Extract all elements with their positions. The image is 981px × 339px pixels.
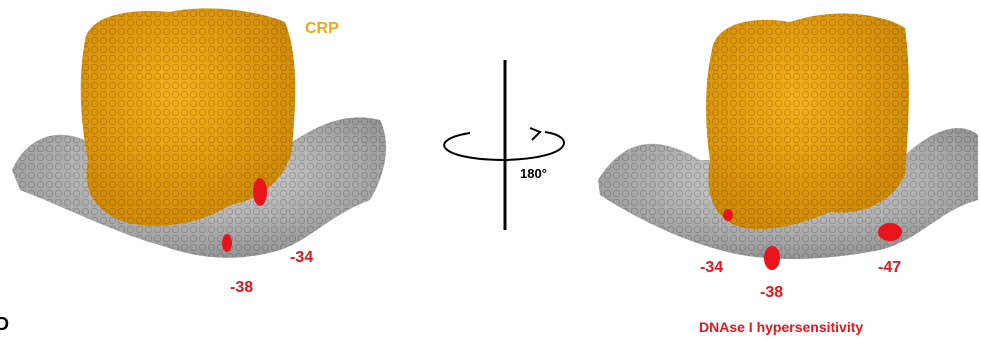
- site: [222, 234, 232, 252]
- rotation-symbol: [444, 60, 564, 230]
- site-label: -34: [700, 259, 723, 276]
- site: [723, 209, 733, 221]
- site: [253, 178, 267, 206]
- left-structure: [12, 8, 386, 257]
- site-label: -38: [230, 279, 253, 296]
- site-label: -34: [290, 249, 313, 266]
- protein-label: CRP: [305, 20, 339, 37]
- panel-letter: D: [0, 314, 9, 334]
- right-structure: [598, 13, 978, 270]
- caption: DNAse I hypersensitivity: [699, 319, 863, 335]
- rotation-label: 180°: [520, 166, 547, 181]
- site-label: -47: [878, 259, 901, 276]
- site-label: -38: [760, 284, 783, 301]
- figure: CRP -34 -38 180° -34 -38 -47 D DNAse I h…: [0, 0, 981, 339]
- site: [764, 246, 780, 270]
- site: [878, 223, 902, 241]
